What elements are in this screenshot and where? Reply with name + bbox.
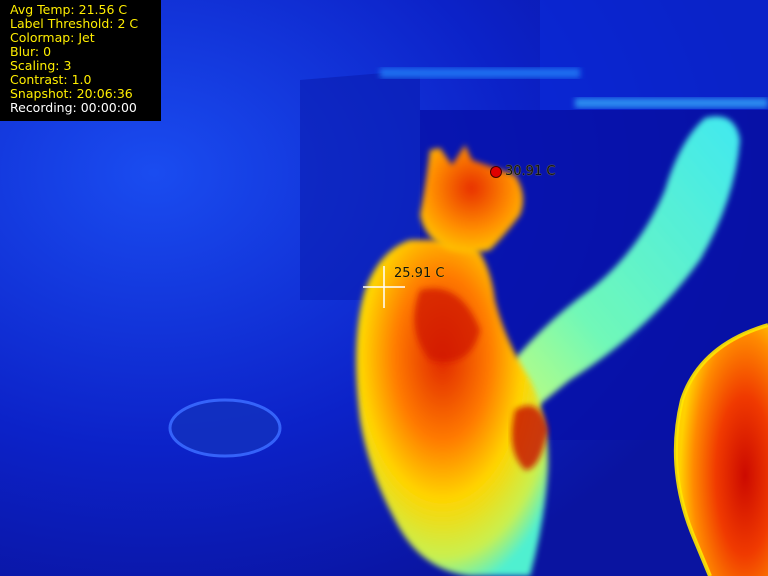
shelf-bar: [380, 68, 580, 78]
blur-readout: Blur: 0: [10, 44, 52, 59]
recording-readout: Recording: 00:00:00: [10, 100, 137, 115]
bowl-rim: [673, 323, 768, 576]
heated-bowl: [675, 325, 768, 576]
scaling-readout: Scaling: 3: [10, 58, 72, 73]
upper-right-wall: [540, 0, 768, 110]
rail: [575, 98, 768, 108]
door-frame: [300, 70, 420, 300]
snapshot-readout: Snapshot: 20:06:36: [10, 86, 133, 101]
crosshair-icon: [363, 266, 405, 308]
center-temp-label: 25.91 C: [394, 266, 445, 281]
cat-arm: [470, 116, 740, 440]
colormap-readout: Colormap: Jet: [10, 30, 95, 45]
contrast-readout: Contrast: 1.0: [10, 72, 92, 87]
floor-object: [168, 398, 282, 458]
cat-body: [356, 240, 549, 576]
hud-panel: Avg Temp: 21.56 C Label Threshold: 2 C C…: [0, 0, 161, 121]
cat-hotspot-leg: [511, 405, 548, 470]
cat-hotspot-back: [414, 288, 480, 362]
max-temp-label: 30.91 C: [505, 164, 556, 179]
max-temp-marker: [490, 166, 502, 178]
label-threshold-readout: Label Threshold: 2 C: [10, 16, 139, 31]
avg-temp-readout: Avg Temp: 21.56 C: [10, 2, 128, 17]
